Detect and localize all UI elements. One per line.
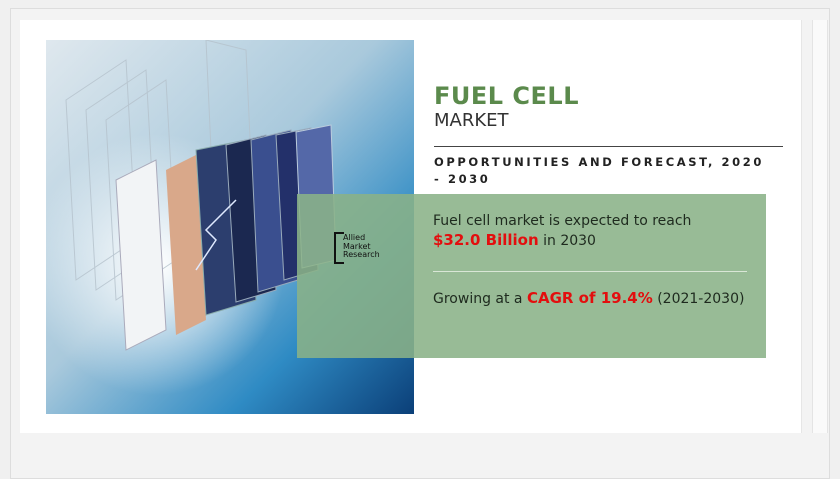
fact-highlight: $32.0 Billion — [433, 231, 539, 249]
tagline: OPPORTUNITIES AND FORECAST, 2020 - 2030 — [434, 154, 764, 188]
separator — [433, 271, 747, 272]
page: Allied Market Research FUEL CELL MARKET … — [0, 0, 840, 479]
logo-text: Allied Market Research — [343, 234, 380, 260]
fact: Growing at a CAGR of 19.4% (2021-2030) — [433, 289, 753, 309]
fact-text: (2021-2030) — [657, 291, 744, 307]
logo-line: Research — [343, 251, 380, 260]
fact-text: Growing at a — [433, 291, 523, 307]
rule — [434, 146, 783, 147]
fact-highlight: CAGR of 19.4% — [527, 289, 653, 307]
title: FUEL CELL — [434, 82, 579, 110]
fact-text: in 2030 — [543, 233, 596, 249]
side-panel — [812, 20, 828, 433]
subtitle: MARKET — [434, 110, 509, 131]
fact: Fuel cell market is expected to reach $32… — [433, 212, 753, 251]
fact-text: Fuel cell market is expected to reach — [433, 213, 691, 229]
